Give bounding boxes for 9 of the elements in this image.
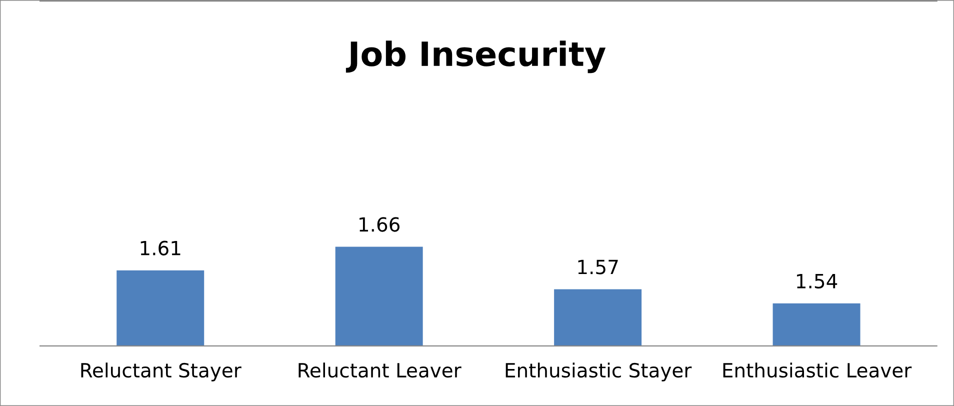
x-tick-label: Enthusiastic Stayer [506,362,692,382]
x-tick-label: Reluctant Stayer [81,362,242,382]
data-label: 1.54 [797,274,838,289]
data-label: 1.66 [360,217,400,232]
x-tick-label: Reluctant Leaver [298,362,462,378]
text: Job Insecurity [346,40,606,74]
data-label: 1.61 [140,240,180,256]
data-label: 1.57 [578,260,618,274]
x-tick-label: Enthusiastic Leaver [723,362,912,378]
